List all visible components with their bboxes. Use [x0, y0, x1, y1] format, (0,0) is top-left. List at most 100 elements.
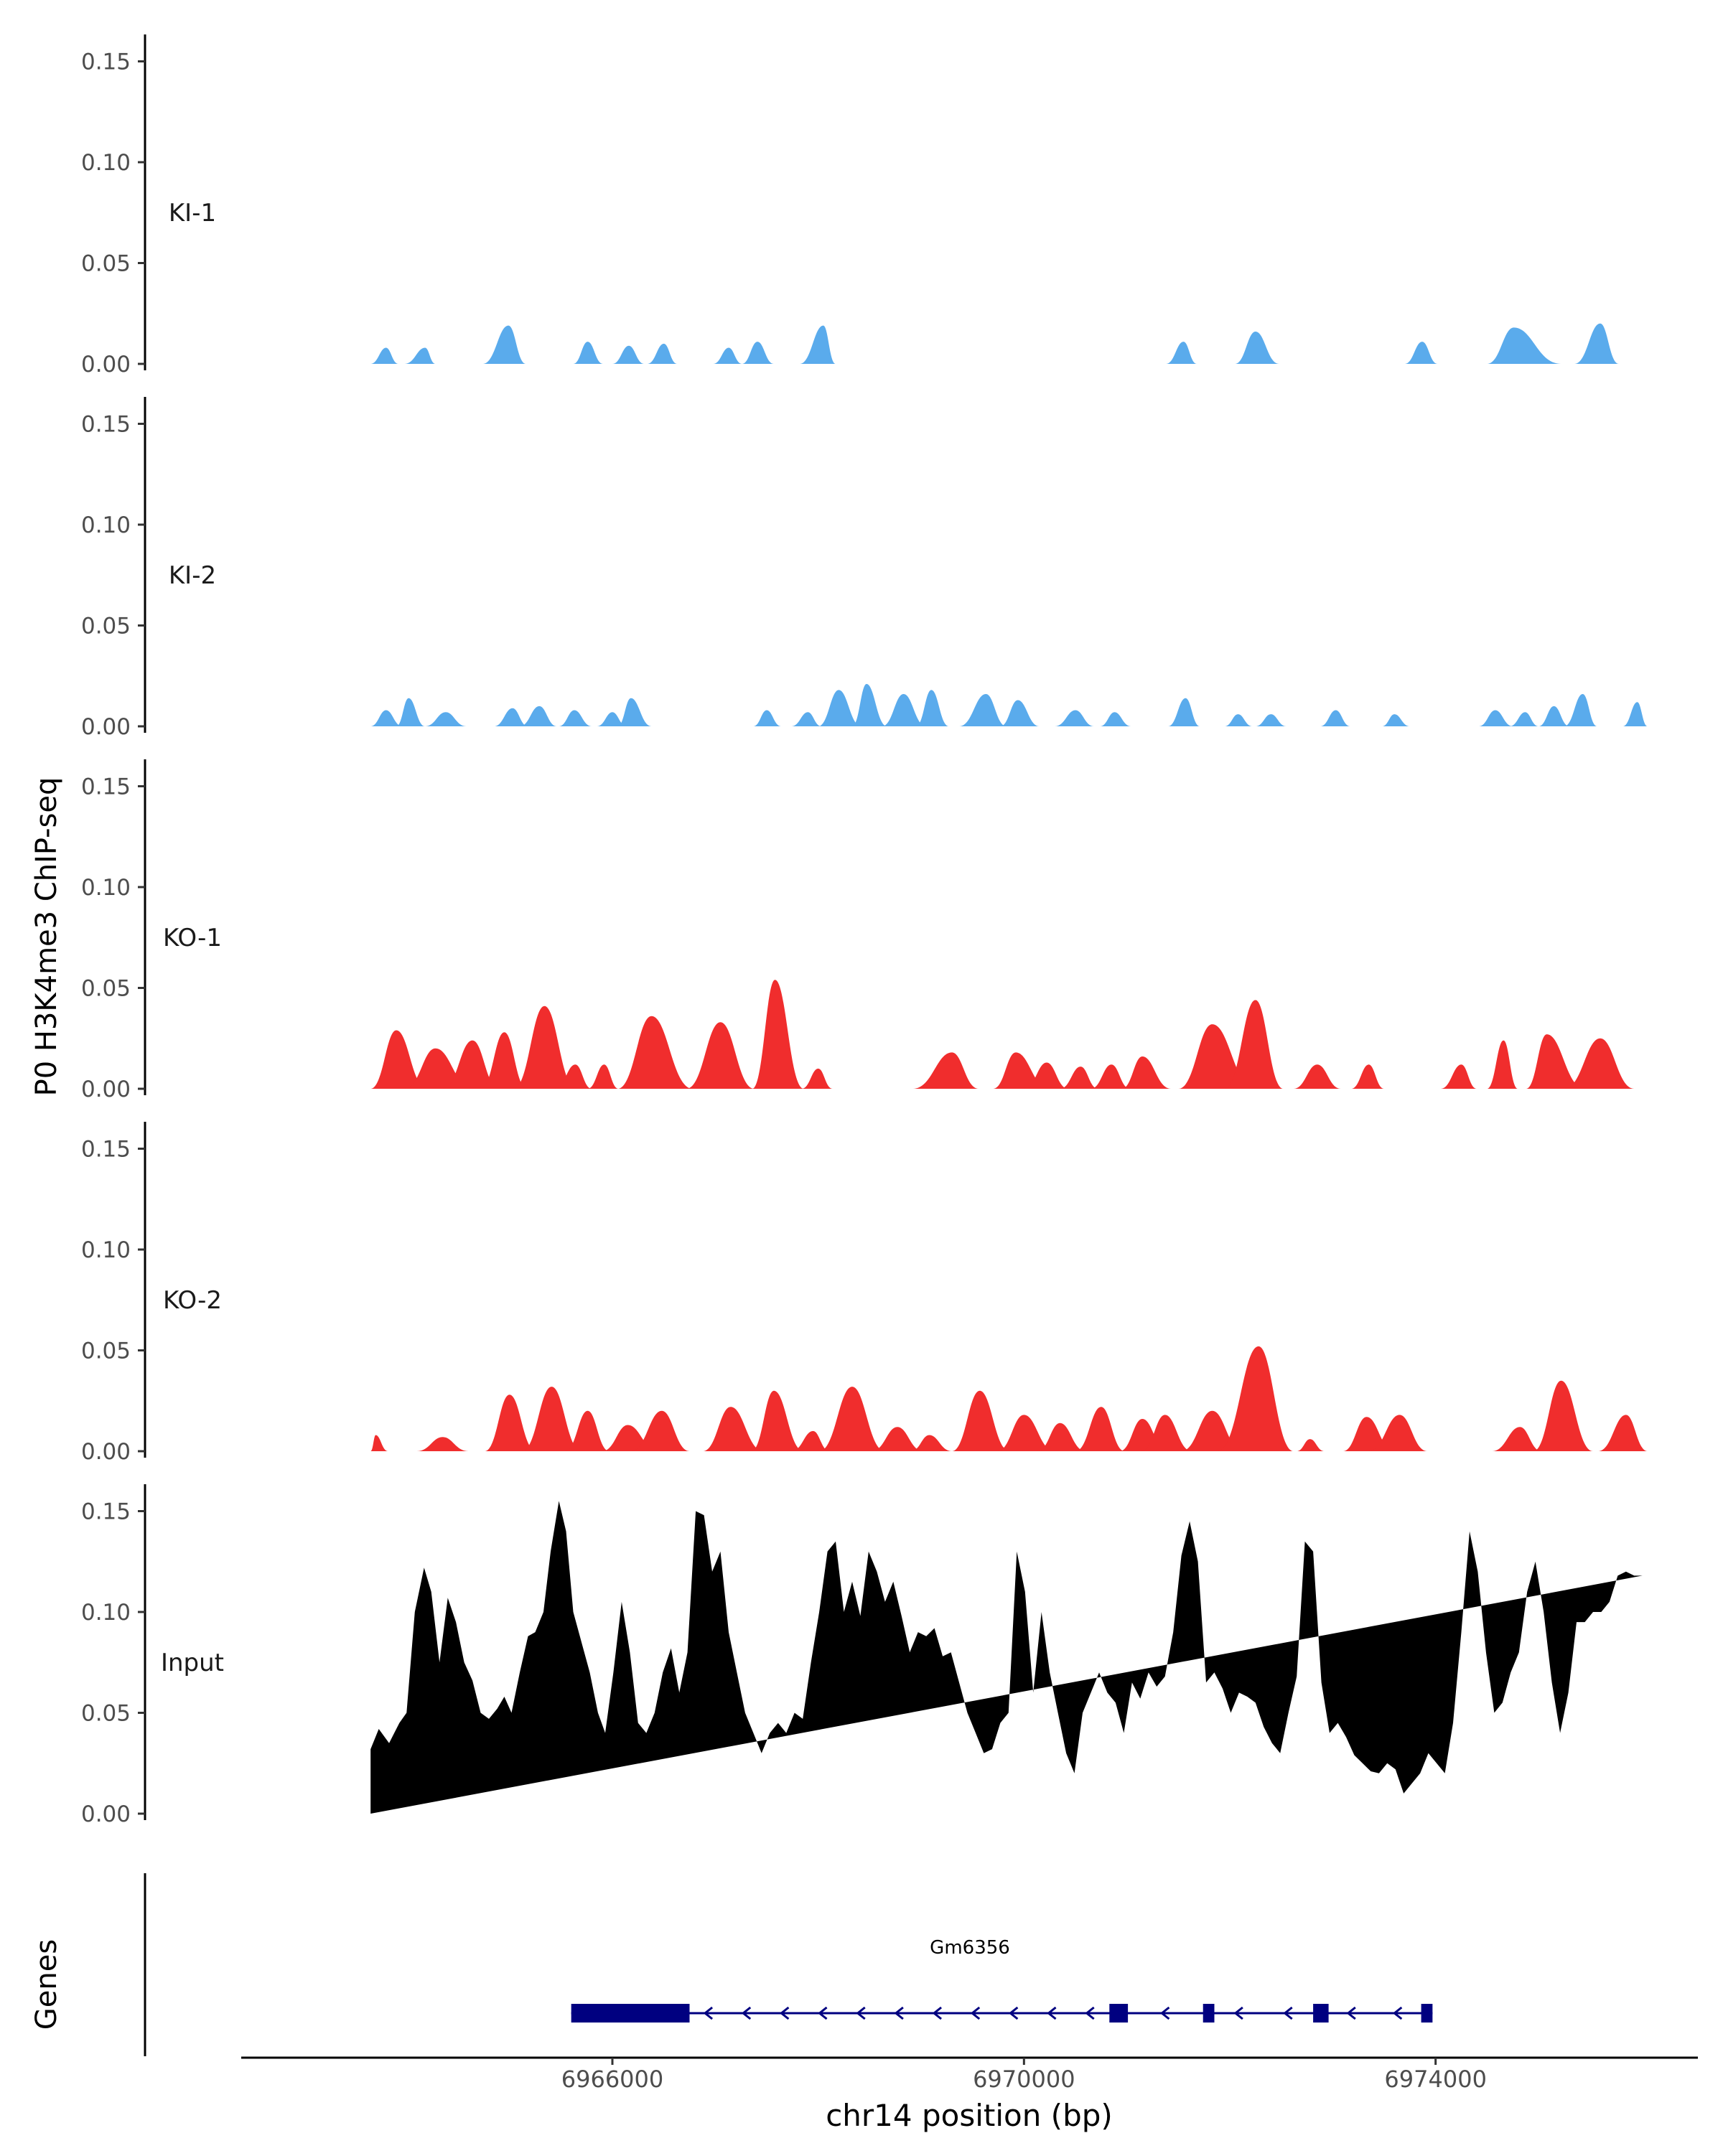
- peak: [751, 1390, 804, 1451]
- peak: [587, 1064, 619, 1089]
- y-tick-label: 0.15: [81, 50, 131, 75]
- y-tick-label: 0.00: [81, 1801, 131, 1827]
- peak: [1100, 712, 1131, 726]
- peak: [1037, 1423, 1086, 1451]
- y-tick-label: 0.00: [81, 714, 131, 740]
- signal-area: [370, 1501, 1643, 1814]
- track-ko-2: 0.00 0.05 0.10 0.15 KO-2: [81, 1122, 1648, 1465]
- strand-arrow: [1283, 2006, 1293, 2020]
- peak: [647, 343, 678, 364]
- peak: [1141, 1415, 1192, 1451]
- strand-arrow: [932, 2006, 942, 2020]
- strand-arrow: [856, 2006, 866, 2020]
- track-ki-1: 0.00 0.05 0.10 0.15 KI-1: [81, 34, 1619, 378]
- peak: [617, 1016, 693, 1089]
- peak: [630, 1410, 690, 1451]
- peak: [482, 325, 526, 364]
- peak: [1217, 1346, 1294, 1451]
- peak: [370, 710, 403, 726]
- track-ko-1: 0.00 0.05 0.10 0.15 KO-1: [81, 759, 1635, 1102]
- y-tick-label: 0.10: [81, 150, 131, 176]
- peak: [1121, 1056, 1172, 1089]
- peak: [1598, 1415, 1648, 1451]
- peak: [494, 708, 528, 726]
- strand-arrow: [1233, 2006, 1243, 2020]
- peak: [480, 1032, 527, 1089]
- peak: [1538, 706, 1569, 726]
- peak: [573, 342, 604, 364]
- peak: [370, 1435, 388, 1451]
- strand-arrow: [741, 2006, 752, 2020]
- peak: [752, 980, 804, 1089]
- y-tick-label: 0.15: [81, 412, 131, 438]
- peak: [791, 1430, 830, 1451]
- peak: [396, 698, 426, 726]
- peak: [819, 1387, 885, 1451]
- peak: [852, 684, 887, 726]
- peak: [1487, 1040, 1518, 1089]
- peak: [1526, 1034, 1585, 1089]
- strand-arrow: [894, 2006, 904, 2020]
- y-tick-label: 0.15: [81, 774, 131, 800]
- y-tick-label: 0.10: [81, 512, 131, 538]
- peak: [1091, 1064, 1130, 1089]
- y-tick-label: 0.05: [81, 1701, 131, 1727]
- peak: [1297, 1439, 1325, 1451]
- track-label: KI-1: [169, 199, 216, 228]
- track-label: KI-2: [169, 561, 216, 590]
- peak: [1293, 1064, 1341, 1089]
- peak: [686, 1022, 755, 1089]
- peak: [1224, 1000, 1284, 1089]
- peak: [565, 1410, 610, 1451]
- x-tick-label: 6974000: [1384, 2066, 1487, 2093]
- y-axis-title: P0 H3K4me3 ChIP-seq: [30, 777, 63, 1097]
- strand-arrow: [1008, 2006, 1019, 2020]
- strand-arrow: [1085, 2006, 1095, 2020]
- strand-arrow: [1392, 2006, 1403, 2020]
- y-tick-label: 0.15: [81, 1499, 131, 1525]
- gene-name-label: Gm6356: [930, 1937, 1010, 1959]
- peak: [791, 712, 821, 726]
- peak: [1320, 710, 1350, 726]
- peak: [1564, 1038, 1635, 1089]
- strand-arrow: [1047, 2006, 1057, 2020]
- strand-arrow: [780, 2006, 790, 2020]
- y-tick-label: 0.00: [81, 352, 131, 378]
- y-tick-label: 0.05: [81, 251, 131, 277]
- peak: [1564, 694, 1597, 726]
- peak: [1440, 1064, 1477, 1089]
- peak: [1000, 700, 1040, 726]
- strand-arrow: [818, 2006, 828, 2020]
- peak: [1487, 327, 1561, 364]
- peak: [404, 347, 436, 364]
- peak: [872, 1427, 923, 1451]
- y-tick-label: 0.05: [81, 1339, 131, 1364]
- y-tick-label: 0.00: [81, 1077, 131, 1102]
- track-label: Input: [161, 1649, 224, 1677]
- gene-exon: [571, 2004, 690, 2023]
- peak: [713, 347, 742, 364]
- peak: [801, 1068, 833, 1089]
- peak: [1166, 342, 1197, 364]
- peak: [1255, 714, 1287, 726]
- peak: [1024, 1062, 1068, 1089]
- y-tick-label: 0.05: [81, 976, 131, 1002]
- peak: [1622, 702, 1648, 726]
- peak: [1235, 332, 1279, 364]
- peak: [882, 694, 927, 726]
- track-label: KO-2: [163, 1286, 222, 1315]
- peak: [1224, 714, 1253, 726]
- peak: [1055, 710, 1094, 726]
- peak: [1404, 342, 1438, 364]
- y-tick-label: 0.00: [81, 1439, 131, 1465]
- peak: [425, 712, 467, 726]
- peak: [1533, 1380, 1593, 1451]
- peak: [559, 710, 592, 726]
- peak: [1060, 1067, 1098, 1089]
- peak: [959, 694, 1007, 726]
- peak: [617, 698, 652, 726]
- gene-exon: [1203, 2004, 1215, 2023]
- peak: [997, 1415, 1055, 1451]
